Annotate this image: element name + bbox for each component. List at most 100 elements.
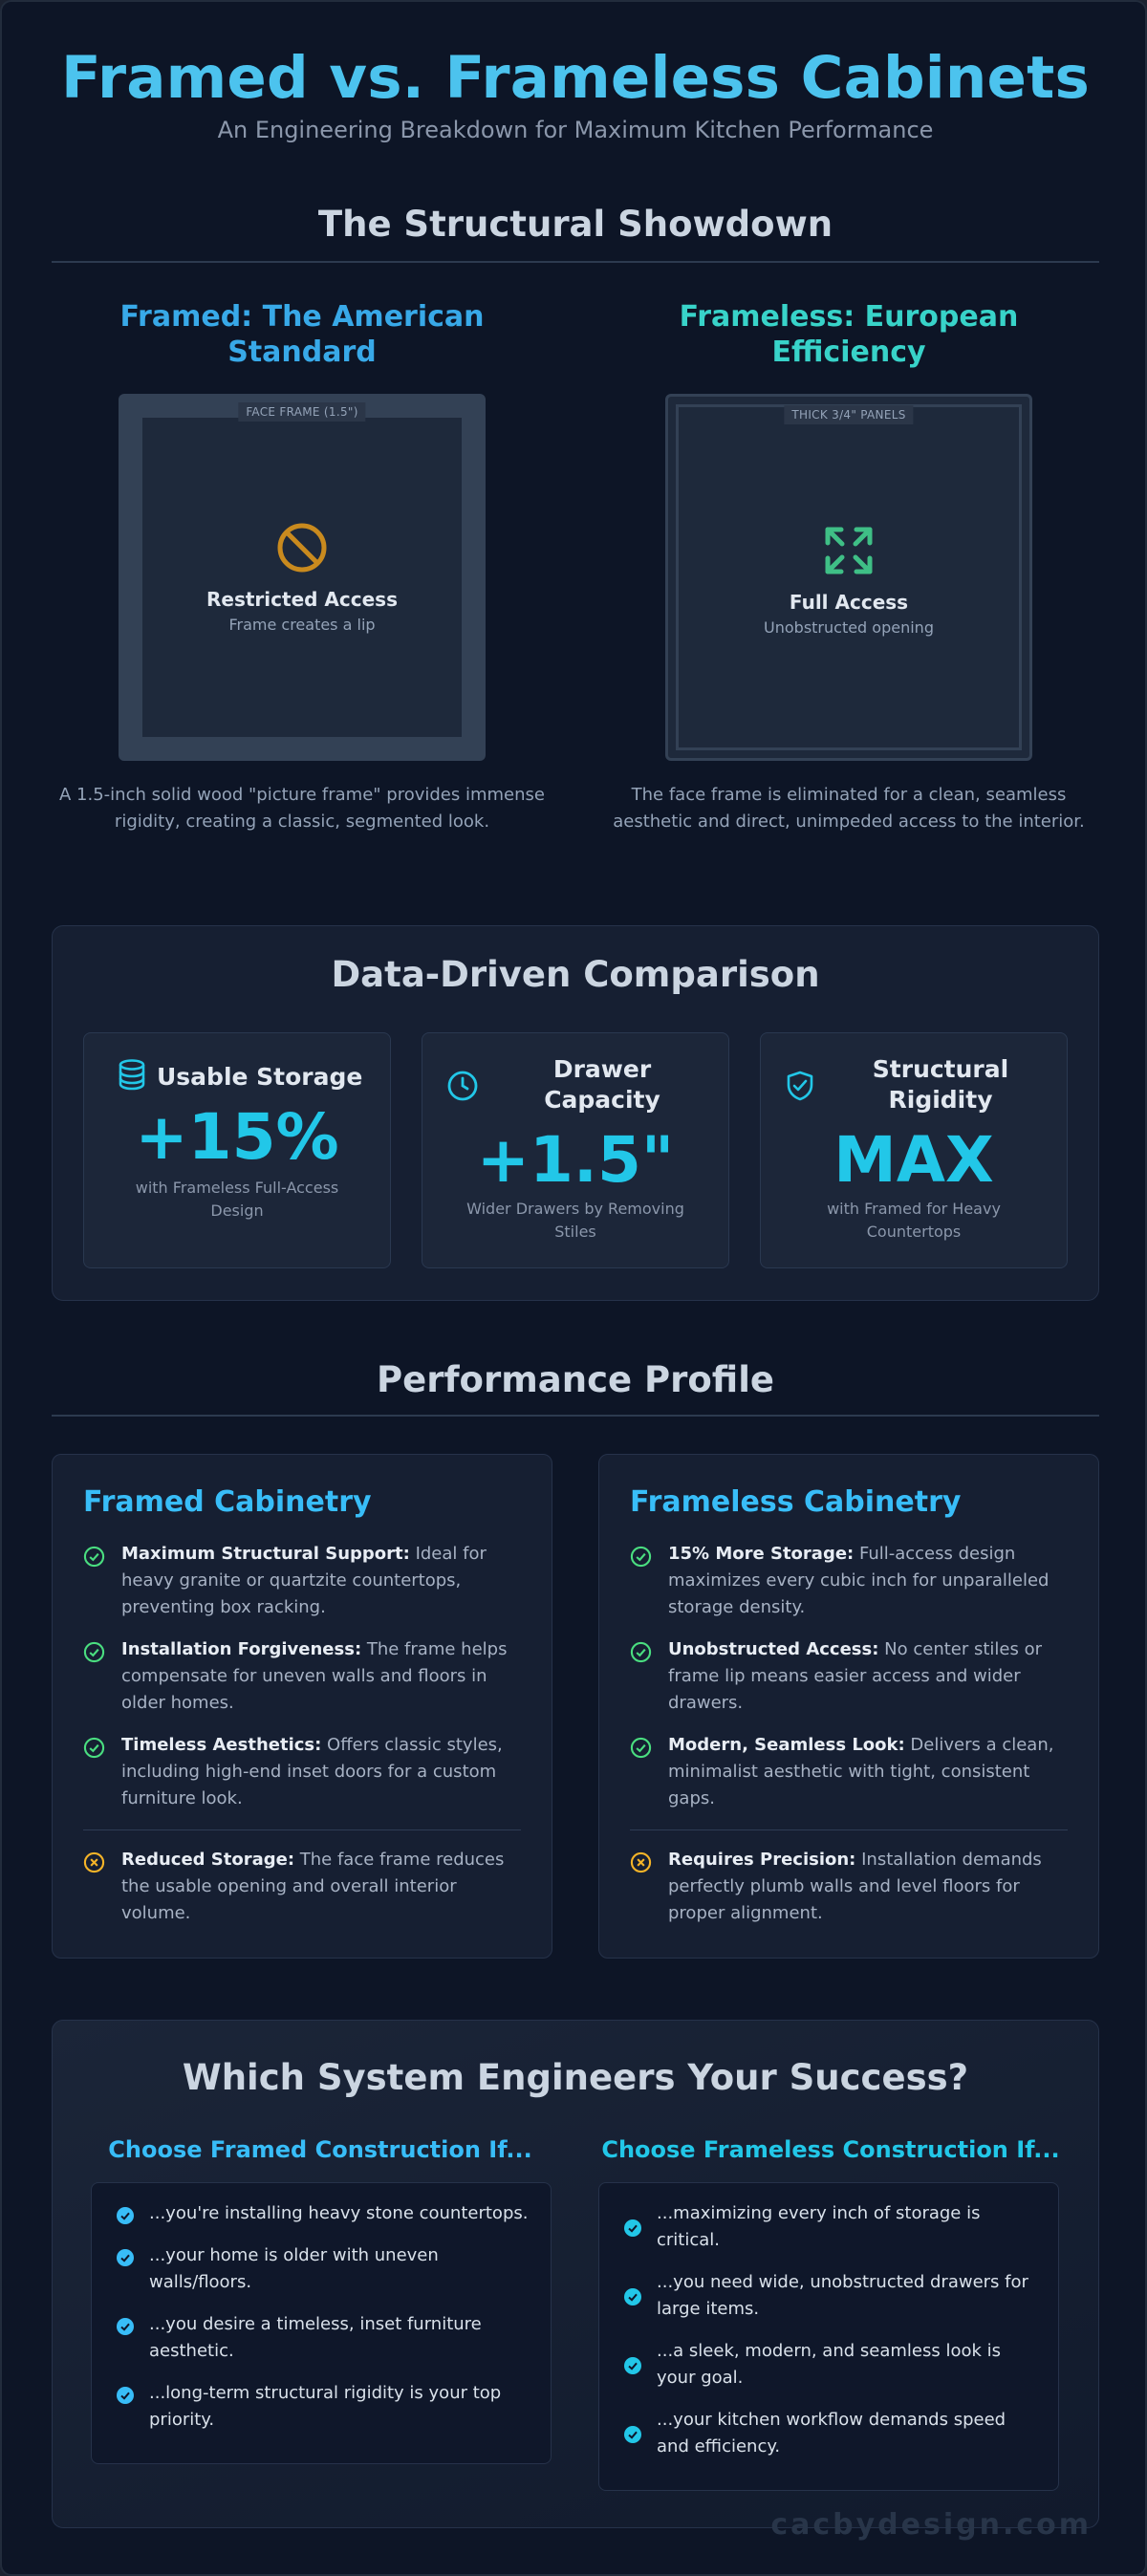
panels-tag: THICK 3/4" PANELS <box>784 405 914 424</box>
framed-profile-card: Framed Cabinetry Maximum Structural Supp… <box>52 1454 552 1959</box>
framed-column-title: Framed: The American Standard <box>119 300 485 369</box>
checklist-text: ...long-term structural rigidity is your… <box>149 2383 502 2430</box>
pro-text: Ideal for heavy granite or quartzite cou… <box>121 1544 487 1617</box>
pro-text: Full-access design maximizes every cubic… <box>668 1544 1050 1617</box>
face-frame-tag: FACE FRAME (1.5") <box>238 402 366 422</box>
check-badge-icon <box>624 2357 641 2374</box>
divider <box>630 1829 1068 1830</box>
frameless-profile-title: Frameless Cabinetry <box>630 1485 962 1519</box>
checklist-text: ...a sleek, modern, and seamless look is… <box>657 2341 1001 2388</box>
framed-access-title: Restricted Access <box>206 588 398 611</box>
clock-icon <box>447 1071 478 1101</box>
section-divider <box>52 1415 1099 1417</box>
frameless-access-subtitle: Unobstructed opening <box>764 618 934 637</box>
checklist-text: ...you desire a timeless, inset furnitur… <box>149 2314 482 2361</box>
check-circle-icon <box>630 1641 652 1663</box>
pro-text: The frame helps compensate for uneven wa… <box>121 1639 508 1713</box>
framed-choose-title: Choose Framed Construction If... <box>108 2136 532 2163</box>
stat-description: with Frameless Full-Access Design <box>135 1179 339 1220</box>
framed-profile-title: Framed Cabinetry <box>83 1485 372 1519</box>
check-circle-icon <box>630 1546 652 1568</box>
page-subtitle: An Engineering Breakdown for Maximum Kit… <box>217 117 934 143</box>
check-badge-icon <box>624 2426 641 2443</box>
stat-card-rigidity: Structural Rigidity MAX with Framed for … <box>760 1032 1068 1268</box>
page-title: Framed vs. Frameless Cabinets <box>61 44 1090 112</box>
stat-value: +15% <box>135 1100 339 1174</box>
frameless-access-title: Full Access <box>789 591 909 614</box>
framed-access-subtitle: Frame creates a lip <box>228 616 376 634</box>
framed-checklist: ...you're installing heavy stone counter… <box>91 2182 552 2464</box>
frameless-checklist: ...maximizing every inch of storage is c… <box>598 2182 1059 2491</box>
stat-label: Usable Storage <box>157 1063 363 1091</box>
checklist-text: ...you need wide, unobstructed drawers f… <box>657 2272 1028 2319</box>
check-circle-icon <box>630 1737 652 1759</box>
checklist-item: ...a sleek, modern, and seamless look is… <box>624 2338 1039 2392</box>
frameless-choose-title: Choose Frameless Construction If... <box>601 2136 1060 2163</box>
check-circle-icon <box>83 1546 105 1568</box>
stat-value: MAX <box>833 1123 994 1197</box>
checklist-item: ...maximizing every inch of storage is c… <box>624 2200 1039 2254</box>
check-badge-icon <box>117 2318 134 2335</box>
expand-icon <box>825 527 873 574</box>
framed-cabinet-diagram: Restricted Access Frame creates a lip FA… <box>119 394 486 761</box>
frameless-cabinet-diagram: Full Access Unobstructed opening THICK 3… <box>665 394 1032 761</box>
con-item: Requires Precision: Installation demands… <box>630 1847 1070 1927</box>
check-badge-icon <box>117 2207 134 2224</box>
checklist-item: ...you need wide, unobstructed drawers f… <box>624 2269 1039 2323</box>
checklist-item: ...you desire a timeless, inset furnitur… <box>117 2311 531 2365</box>
con-text: The face frame reduces the usable openin… <box>121 1850 505 1923</box>
pro-text: Offers classic styles, including high-en… <box>121 1735 503 1808</box>
pro-item: Maximum Structural Support: Ideal for he… <box>83 1541 523 1621</box>
showdown-title: The Structural Showdown <box>317 204 833 245</box>
pro-heading: Timeless Aesthetics: <box>121 1735 322 1755</box>
checklist-item: ...you're installing heavy stone counter… <box>117 2200 531 2227</box>
pro-item: Modern, Seamless Look: Delivers a clean,… <box>630 1732 1070 1812</box>
pro-heading: 15% More Storage: <box>668 1544 855 1564</box>
framed-description: A 1.5-inch solid wood "picture frame" pr… <box>59 785 545 832</box>
stat-description: with Framed for Heavy Countertops <box>827 1200 1001 1241</box>
pro-item: Unobstructed Access: No center stiles or… <box>630 1636 1070 1717</box>
checklist-item: ...long-term structural rigidity is your… <box>117 2380 531 2434</box>
frameless-profile-card: Frameless Cabinetry 15% More Storage: Fu… <box>598 1454 1099 1959</box>
checklist-item: ...your home is older with uneven walls/… <box>117 2242 531 2296</box>
stat-label: Structural Rigidity <box>872 1055 1009 1114</box>
pro-text: Delivers a clean, minimalist aesthetic w… <box>668 1735 1054 1808</box>
comparison-title: Data-Driven Comparison <box>331 954 820 995</box>
section-divider <box>52 261 1099 263</box>
pro-heading: Maximum Structural Support: <box>121 1544 410 1564</box>
pro-item: Installation Forgiveness: The frame help… <box>83 1636 523 1717</box>
checklist-text: ...you're installing heavy stone counter… <box>149 2203 529 2223</box>
con-item: Reduced Storage: The face frame reduces … <box>83 1847 523 1927</box>
stat-value: +1.5" <box>476 1123 675 1197</box>
frameless-description: The face frame is eliminated for a clean… <box>613 785 1085 832</box>
frameless-column-title: Frameless: European Efficiency <box>679 300 1019 369</box>
checklist-text: ...maximizing every inch of storage is c… <box>657 2203 981 2250</box>
stat-description: Wider Drawers by Removing Stiles <box>466 1200 684 1241</box>
profile-title: Performance Profile <box>377 1359 774 1400</box>
pro-heading: Installation Forgiveness: <box>121 1639 362 1659</box>
check-badge-icon <box>117 2387 134 2404</box>
stat-card-storage: Usable Storage +15% with Frameless Full-… <box>83 1032 391 1268</box>
checklist-text: ...your kitchen workflow demands speed a… <box>657 2410 1006 2457</box>
pro-heading: Unobstructed Access: <box>668 1639 879 1659</box>
watermark: cacbydesign.com <box>770 2508 1092 2542</box>
con-text: Installation demands perfectly plumb wal… <box>668 1850 1042 1923</box>
pro-item: 15% More Storage: Full-access design max… <box>630 1541 1070 1621</box>
check-badge-icon <box>117 2249 134 2266</box>
divider <box>83 1829 521 1830</box>
database-icon <box>119 1059 145 1091</box>
pro-item: Timeless Aesthetics: Offers classic styl… <box>83 1732 523 1812</box>
shield-check-icon <box>787 1071 813 1101</box>
pro-text: No center stiles or frame lip means easi… <box>668 1639 1043 1713</box>
con-heading: Reduced Storage: <box>121 1850 295 1870</box>
stat-label: Drawer Capacity <box>544 1055 660 1114</box>
con-heading: Requires Precision: <box>668 1850 856 1870</box>
checklist-text: ...your home is older with uneven walls/… <box>149 2245 439 2292</box>
x-circle-icon <box>630 1851 652 1873</box>
x-circle-icon <box>83 1851 105 1873</box>
checklist-item: ...your kitchen workflow demands speed a… <box>624 2407 1039 2460</box>
check-circle-icon <box>83 1737 105 1759</box>
stat-card-drawer: Drawer Capacity +1.5" Wider Drawers by R… <box>422 1032 729 1268</box>
check-circle-icon <box>83 1641 105 1663</box>
